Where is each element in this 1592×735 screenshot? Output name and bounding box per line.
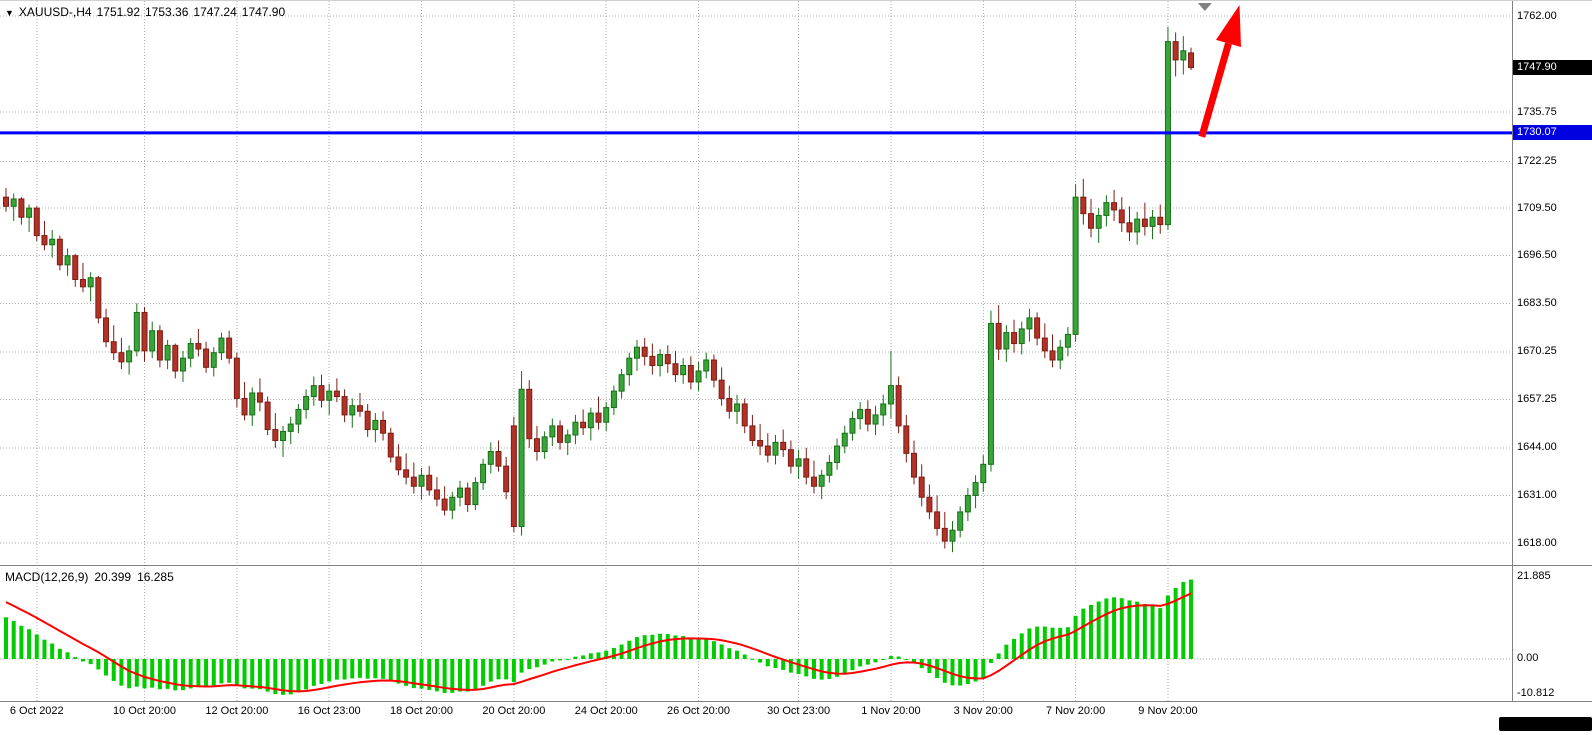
macd-indicator-label: MACD(12,26,9) 20.399 16.285 (5, 570, 180, 584)
ohlc-high-value: 1753.36 (145, 5, 189, 19)
hline-price-badge: 1730.07 (1513, 125, 1592, 141)
ohlc-low-value: 1747.24 (193, 5, 237, 19)
macd-signal-value: 16.285 (137, 570, 174, 584)
trend-arrow-object[interactable] (1198, 5, 1242, 138)
current-price-badge: 1747.90 (1513, 60, 1592, 76)
ohlc-open-value: 1751.92 (96, 5, 140, 19)
macd-name-label: MACD(12,26,9) (5, 570, 89, 584)
price-axis[interactable] (1513, 1, 1592, 701)
symbol-dropdown-icon[interactable]: ▼ (5, 8, 14, 18)
horizontal-scrollbar-thumb[interactable] (1499, 717, 1592, 731)
ohlc-close-value: 1747.90 (241, 5, 286, 19)
chart-shift-marker[interactable] (1197, 3, 1212, 11)
symbol-timeframe-label: XAUUSD-,H4 (18, 5, 92, 19)
macd-indicator (4, 579, 1194, 695)
chart-ohlc-header: ▼ XAUUSD-,H4 1751.92 1753.36 1747.24 1747.90 (5, 5, 290, 19)
candlestick-series (3, 26, 1195, 553)
macd-main-value: 20.399 (94, 570, 132, 584)
macd-signal-line (5, 592, 1192, 693)
pane-dividers (0, 1, 1592, 702)
time-axis[interactable] (0, 702, 1592, 735)
